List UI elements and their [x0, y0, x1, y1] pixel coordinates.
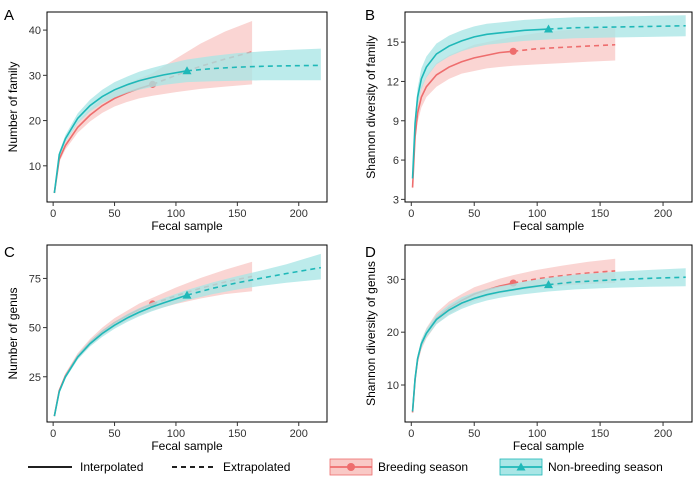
x-tick-label: 100 [528, 428, 546, 440]
y-tick-label: 10 [29, 161, 41, 173]
y-tick-label: 6 [393, 155, 399, 167]
interpolated-line [411, 283, 549, 412]
x-tick-label: 0 [408, 208, 414, 220]
x-tick-label: 150 [591, 208, 609, 220]
legend-label-nonbreeding: Non-breeding season [548, 460, 663, 474]
plot-frame [46, 244, 328, 423]
x-tick-label: 200 [654, 208, 672, 220]
y-axis-label: Shannon diversity of family [364, 35, 378, 178]
x-axis-label: Fecal sample [513, 219, 585, 233]
y-tick-label: 10 [387, 380, 399, 392]
panel-letter: B [365, 7, 375, 24]
y-axis-label: Number of family [6, 62, 20, 153]
legend: Interpolated Extrapolated Breeding seaso… [28, 458, 663, 476]
x-tick-label: 100 [167, 208, 185, 220]
series-nonbreeding [53, 48, 321, 194]
observed-point [182, 66, 192, 75]
chart-panel-D: D 0 50 100 150 200 10 20 30 Fecal sample Shannon d… [364, 244, 693, 453]
extrapolated-line [548, 24, 686, 30]
extrapolated-line [186, 64, 321, 72]
x-tick-label: 200 [654, 428, 672, 440]
x-tick-label: 0 [408, 428, 414, 440]
panel-letter: D [365, 244, 376, 261]
panel-letter: A [4, 7, 14, 24]
x-tick-label: 150 [228, 428, 246, 440]
plot-frame [404, 11, 693, 203]
legend-label-interpolated: Interpolated [80, 460, 143, 474]
chart-panel-A: A 0 50 100 150 200 10 20 30 40 Fecal sample Number … [4, 7, 328, 233]
x-axis-label: Fecal sample [513, 439, 585, 453]
y-tick-label: 75 [29, 273, 41, 285]
confidence-band [412, 27, 616, 191]
y-tick-label: 30 [29, 70, 41, 82]
extrapolated-line [513, 270, 616, 284]
x-tick-label: 50 [108, 428, 120, 440]
interpolated-line [53, 303, 153, 417]
x-tick-label: 0 [50, 428, 56, 440]
series-nonbreeding [411, 15, 686, 182]
interpolated-line [411, 28, 549, 179]
y-tick-label: 30 [387, 274, 399, 286]
x-tick-label: 150 [591, 428, 609, 440]
observed-point [182, 290, 192, 299]
x-tick-label: 150 [228, 208, 246, 220]
legend-key-breeding [329, 458, 373, 476]
legend-label-extrapolated: Extrapolated [223, 460, 290, 474]
plot-frame [404, 244, 693, 423]
y-tick-label: 3 [393, 194, 399, 206]
y-axis-label: Number of genus [6, 287, 20, 379]
interpolated-line [53, 70, 188, 194]
observed-point [509, 47, 517, 55]
interpolated-line [53, 294, 188, 417]
observed-point [544, 280, 553, 289]
legend-label-breeding: Breeding season [378, 460, 468, 474]
confidence-band [412, 268, 686, 413]
x-tick-label: 50 [108, 208, 120, 220]
y-tick-label: 12 [387, 76, 399, 88]
x-tick-label: 50 [468, 428, 480, 440]
x-tick-label: 200 [290, 208, 308, 220]
x-tick-label: 200 [290, 428, 308, 440]
confidence-band [412, 15, 686, 182]
observed-point [544, 24, 553, 33]
y-tick-label: 50 [29, 323, 41, 335]
y-tick-label: 20 [29, 116, 41, 128]
extrapolated-line [513, 43, 616, 53]
y-tick-label: 9 [393, 116, 399, 128]
x-tick-label: 100 [528, 208, 546, 220]
chart-panel-C: C 0 50 100 150 200 25 50 75 Fecal sample Number of… [4, 244, 328, 453]
y-axis-label: Shannon diversity of genus [364, 261, 378, 406]
y-tick-label: 25 [29, 372, 41, 384]
y-tick-label: 15 [387, 37, 399, 49]
series-nonbreeding [411, 268, 686, 413]
series-nonbreeding [53, 253, 321, 417]
chart-panel-B: B 0 50 100 150 200 3 6 9 12 15 Fecal sample Shannon … [364, 7, 693, 233]
x-tick-label: 0 [50, 208, 56, 220]
plot-frame [46, 11, 328, 203]
panel-letter: C [4, 244, 15, 261]
x-tick-label: 50 [468, 208, 480, 220]
y-tick-label: 20 [387, 327, 399, 339]
x-axis-label: Fecal sample [151, 219, 223, 233]
legend-key-nonbreeding [499, 458, 543, 476]
confidence-band [54, 253, 321, 417]
confidence-band [54, 48, 321, 194]
extrapolated-line [548, 276, 686, 286]
interpolated-line [411, 50, 514, 188]
x-axis-label: Fecal sample [151, 439, 223, 453]
x-tick-label: 100 [167, 428, 185, 440]
y-tick-label: 40 [29, 25, 41, 37]
extrapolated-line [186, 266, 321, 296]
series-breeding [411, 27, 616, 191]
